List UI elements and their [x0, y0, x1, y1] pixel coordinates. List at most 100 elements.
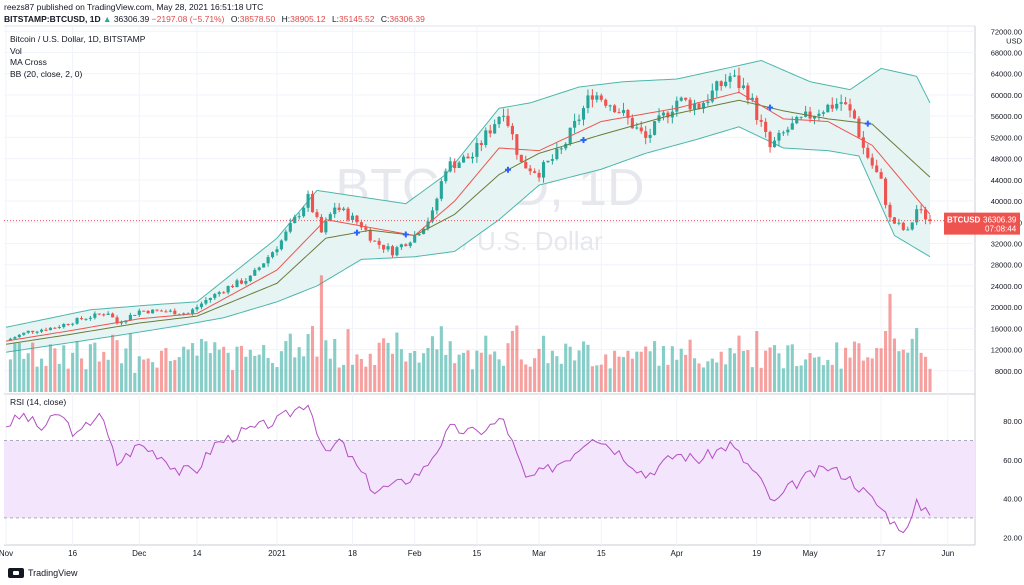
volume-bar — [13, 343, 17, 392]
candle-body — [630, 117, 634, 129]
volume-bar — [577, 350, 581, 392]
volume-bar — [248, 349, 252, 392]
volume-bar — [324, 340, 328, 392]
candle-body — [115, 317, 119, 324]
volume-bar — [901, 349, 905, 392]
ma-cross-marker — [767, 104, 774, 111]
volume-bar — [657, 365, 661, 392]
volume-bar — [715, 362, 719, 392]
candle-body — [715, 81, 719, 91]
volume-bar — [328, 358, 332, 392]
legend-bb[interactable]: BB (20, close, 2, 0) — [10, 68, 83, 79]
volume-bar — [71, 352, 75, 392]
candle-body — [675, 100, 679, 112]
volume-bar — [390, 353, 395, 392]
volume-bar — [208, 353, 212, 392]
volume-bar — [275, 367, 279, 392]
candle-body — [644, 131, 648, 138]
candle-body — [275, 249, 279, 253]
volume-bars — [8, 275, 932, 392]
candle-body — [586, 95, 590, 109]
ma-cross-marker — [580, 137, 587, 144]
y-tick-label: 8000.00 — [995, 367, 1022, 376]
volume-bar — [510, 331, 514, 392]
rsi-tick-label: 60.00 — [1003, 456, 1022, 465]
volume-bar — [693, 358, 697, 392]
volume-bar — [119, 363, 124, 392]
candle-body — [284, 231, 288, 241]
volume-bar — [701, 367, 705, 392]
volume-bar — [337, 367, 341, 392]
volume-bar — [106, 359, 110, 392]
candle-body — [488, 130, 492, 134]
volume-bar — [892, 338, 897, 392]
volume-bar — [17, 343, 21, 392]
candle-body — [26, 330, 30, 333]
volume-bar — [875, 347, 879, 392]
candle-body — [128, 314, 132, 321]
rsi-legend[interactable]: RSI (14, close) — [10, 397, 67, 407]
candle-body — [693, 103, 697, 110]
volume-bar — [470, 369, 474, 392]
volume-bar — [417, 362, 421, 392]
volume-bar — [915, 328, 919, 392]
volume-bar — [732, 353, 737, 392]
volume-bar — [333, 338, 337, 392]
candle-body — [852, 110, 857, 119]
candle-body — [328, 214, 332, 221]
volume-bar — [386, 342, 390, 392]
volume-bar — [764, 350, 768, 392]
volume-bar — [244, 356, 248, 392]
candle-body — [44, 329, 48, 331]
candle-body — [35, 331, 39, 333]
candle-body — [679, 97, 683, 101]
volume-bar — [666, 364, 670, 392]
ma-slow-line — [5, 99, 931, 345]
volume-bar — [315, 356, 319, 392]
candle-body — [386, 246, 390, 250]
volume-bar — [710, 358, 714, 392]
y-tick-label: 64000.00 — [991, 70, 1022, 79]
volume-bar — [910, 338, 914, 392]
candle-body — [661, 112, 666, 116]
volume-bar — [626, 350, 630, 392]
candle-body — [244, 281, 248, 284]
volume-bar — [444, 354, 448, 392]
volume-bar — [22, 358, 26, 392]
volume-bar — [48, 344, 52, 392]
volume-bar — [568, 346, 572, 392]
legend-vol[interactable]: Vol — [10, 45, 22, 56]
volume-bar — [137, 356, 141, 392]
volume-bar — [266, 357, 270, 392]
candle-body — [648, 134, 652, 138]
legend-ma-cross[interactable]: MA Cross — [10, 57, 47, 67]
candle-body — [31, 330, 35, 333]
candle-body — [39, 329, 44, 332]
price-change: −2197.08 (−5.71%) — [151, 14, 225, 24]
candle-body — [826, 104, 830, 113]
x-tick-label: Feb — [408, 549, 422, 558]
candle-body — [390, 246, 395, 256]
candle-body — [350, 215, 355, 221]
y-tick-label: 40000.00 — [991, 197, 1022, 206]
volume-bar — [830, 364, 834, 392]
candle-body — [559, 148, 563, 150]
candle-body — [346, 208, 350, 221]
candle-body — [444, 171, 448, 182]
candle-body — [537, 172, 541, 178]
volume-bar — [75, 341, 79, 392]
candle-body — [821, 112, 825, 114]
x-tick-label: 16 — [68, 549, 77, 558]
volume-bar — [688, 339, 692, 392]
candle-body — [342, 208, 346, 210]
x-tick-label: 15 — [472, 549, 481, 558]
low-value: 35145.52 — [339, 14, 375, 24]
candle-body — [755, 97, 759, 120]
candle-body — [315, 212, 319, 217]
volume-bar — [177, 357, 181, 392]
volume-bar — [231, 370, 235, 392]
candle-body — [653, 121, 657, 135]
high-key: H: — [281, 14, 291, 24]
candle-body — [848, 104, 852, 111]
